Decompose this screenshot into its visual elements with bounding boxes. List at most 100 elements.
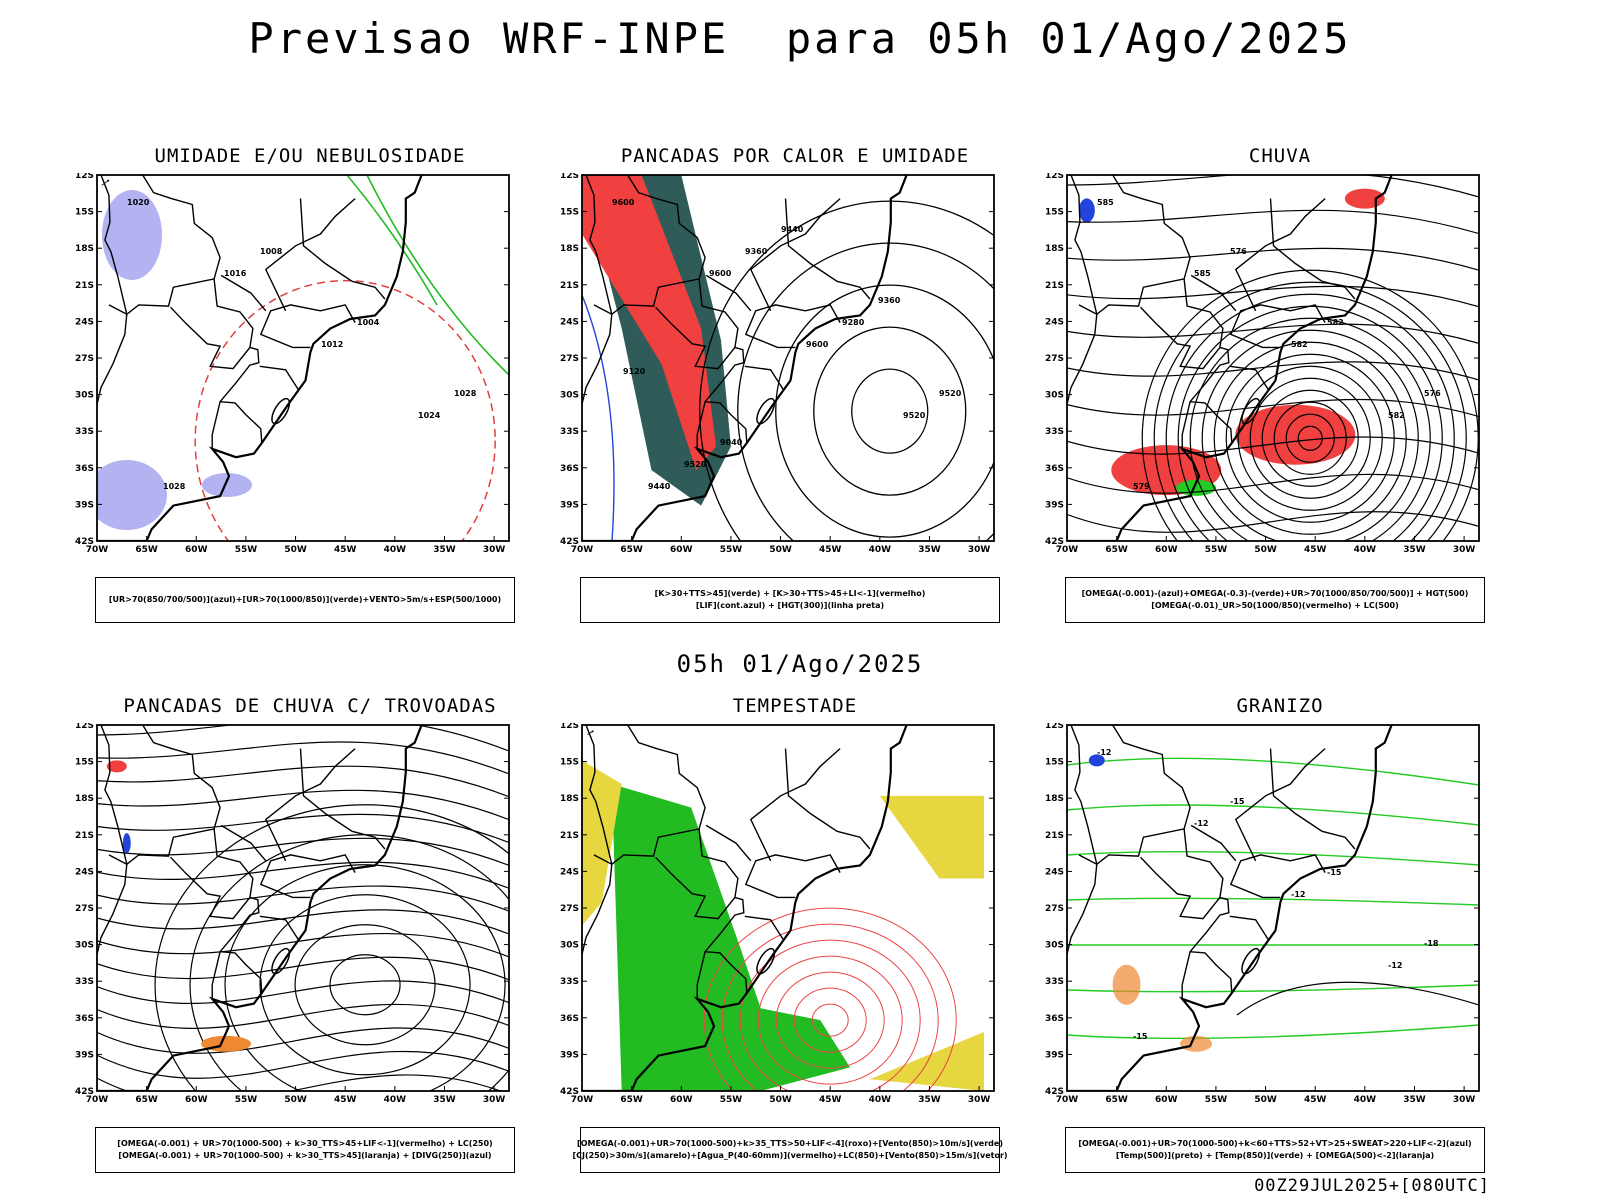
country-border <box>259 365 300 391</box>
isoline <box>189 834 509 1091</box>
lon-label: 55W <box>235 545 258 555</box>
ascent-area <box>1078 198 1095 223</box>
lat-label: 36S <box>1045 464 1064 474</box>
coastline <box>582 725 908 1091</box>
lon-label: 55W <box>1205 1095 1228 1105</box>
lon-label: 50W <box>284 545 307 555</box>
contour-label: 582 <box>1327 318 1344 327</box>
geography-layer <box>97 725 423 1091</box>
lat-label: 30S <box>560 941 579 951</box>
isoline <box>1201 329 1419 541</box>
isoline <box>1273 401 1347 475</box>
contour-label: 576 <box>1230 247 1247 256</box>
lat-label: 21S <box>560 831 579 841</box>
lat-label: 21S <box>1045 831 1064 841</box>
weather-map: 585 585 582 582 579 576 582 576 12S 15S 18S 21S 24S 2… <box>1045 173 1480 555</box>
contour-label: -12 <box>1388 961 1402 970</box>
lon-label: 30W <box>483 1095 506 1105</box>
weather-map: -12 -12 -12 -12 -15 -15 -15 -18 12S 15S 18S 21S 24S 2… <box>1045 723 1480 1105</box>
lat-label: 21S <box>75 831 94 841</box>
country-border <box>1070 725 1191 866</box>
panel-chuva: CHUVA 585 585 582 582 579 576 582 576 12S 15S 18S 2… <box>1043 145 1543 625</box>
lon-label: 60W <box>670 1095 693 1105</box>
country-border <box>97 854 128 997</box>
country-border <box>219 346 260 403</box>
contour-label: 1016 <box>224 269 247 278</box>
streamline <box>1067 511 1479 533</box>
contour-label: -12 <box>1291 890 1305 899</box>
panel-title: GRANIZO <box>1236 695 1324 717</box>
lon-label: 65W <box>135 1095 158 1105</box>
lat-label: 36S <box>75 464 94 474</box>
country-border <box>1190 274 1237 312</box>
plot-area <box>97 725 509 1091</box>
isoline <box>1153 281 1467 541</box>
contour-label: 1004 <box>357 318 380 327</box>
contour-label: 9520 <box>684 460 707 469</box>
streamline <box>97 837 509 866</box>
legend-line: [CJ(250)>30m/s](amarelo)+[Agua_P(40-60mm… <box>572 1151 1008 1160</box>
lon-label: 65W <box>1105 545 1128 555</box>
isoline <box>851 368 929 454</box>
lat-label: 27S <box>75 354 94 364</box>
country-border <box>169 828 254 920</box>
contour-label: 9600 <box>806 340 829 349</box>
lat-label: 12S <box>560 173 579 181</box>
lat-label: 42S <box>75 1087 94 1097</box>
legend-line: [UR>70(850/700/500)](azul)+[UR>70(1000/8… <box>108 595 502 604</box>
lat-label: 39S <box>1045 500 1064 510</box>
lon-label: 70W <box>86 1095 109 1105</box>
isoline <box>813 326 967 496</box>
isoline <box>1213 341 1407 535</box>
isoline <box>329 954 401 1016</box>
country-border <box>1139 828 1224 920</box>
legend-line: [OMEGA(-0.001) + UR>70(1000-500) + k>30_… <box>118 1151 492 1160</box>
lat-label: 36S <box>560 464 579 474</box>
panel-legend: [K>30+TTS>45](verde) + [K>30+TTS>45+LI<-… <box>580 577 1000 623</box>
panel-tempestade: TEMPESTADE 12S 15S 18S 21S 24S 27S 30S 33S 36S 39… <box>558 695 1058 1175</box>
temp850-isoline <box>1067 850 1479 866</box>
geography-layer <box>582 175 908 541</box>
streamline <box>1067 473 1479 494</box>
contour-label: 9120 <box>623 367 646 376</box>
geography-layer <box>582 725 908 1091</box>
lat-label: 18S <box>1045 794 1064 804</box>
isoline <box>294 924 436 1046</box>
panel-legend: [OMEGA(-0.001)+UR>70(1000-500)+k>35_TTS>… <box>572 1127 1008 1173</box>
weather-map: 1020 1016 1012 1024 1028 1008 1004 1028 12S 15S 18… <box>75 173 510 555</box>
coastline <box>1067 725 1393 1091</box>
lon-label: 40W <box>1354 1095 1377 1105</box>
lat-label: 39S <box>560 1050 579 1060</box>
lon-label: 45W <box>1304 545 1327 555</box>
contour-label: 9440 <box>648 482 671 491</box>
lat-label: 33S <box>75 977 94 987</box>
contour-label: -18 <box>1424 939 1439 948</box>
streamline <box>97 813 509 844</box>
lagoon <box>1241 397 1261 425</box>
streamline <box>97 1050 509 1079</box>
country-border <box>705 274 752 312</box>
contour-label: 9360 <box>745 247 768 256</box>
lat-label: 15S <box>1045 208 1064 218</box>
lat-label: 27S <box>560 354 579 364</box>
lat-label: 30S <box>1045 941 1064 951</box>
lon-label: 45W <box>334 1095 357 1105</box>
lat-label: 30S <box>560 391 579 401</box>
isoline <box>775 971 885 1069</box>
streamline <box>97 1003 509 1029</box>
lat-label: 12S <box>75 723 94 731</box>
country-border <box>264 748 356 862</box>
lon-label: 70W <box>571 1095 594 1105</box>
lat-label: 18S <box>75 244 94 254</box>
country-border <box>704 896 745 953</box>
lon-label: 70W <box>1056 1095 1079 1105</box>
contour-label: -15 <box>1327 868 1342 877</box>
lon-label: 40W <box>384 1095 407 1105</box>
panel-title: PANCADAS DE CHUVA C/ TROVOADAS <box>123 695 497 717</box>
country-border <box>1070 175 1191 316</box>
lon-label: 65W <box>620 545 643 555</box>
